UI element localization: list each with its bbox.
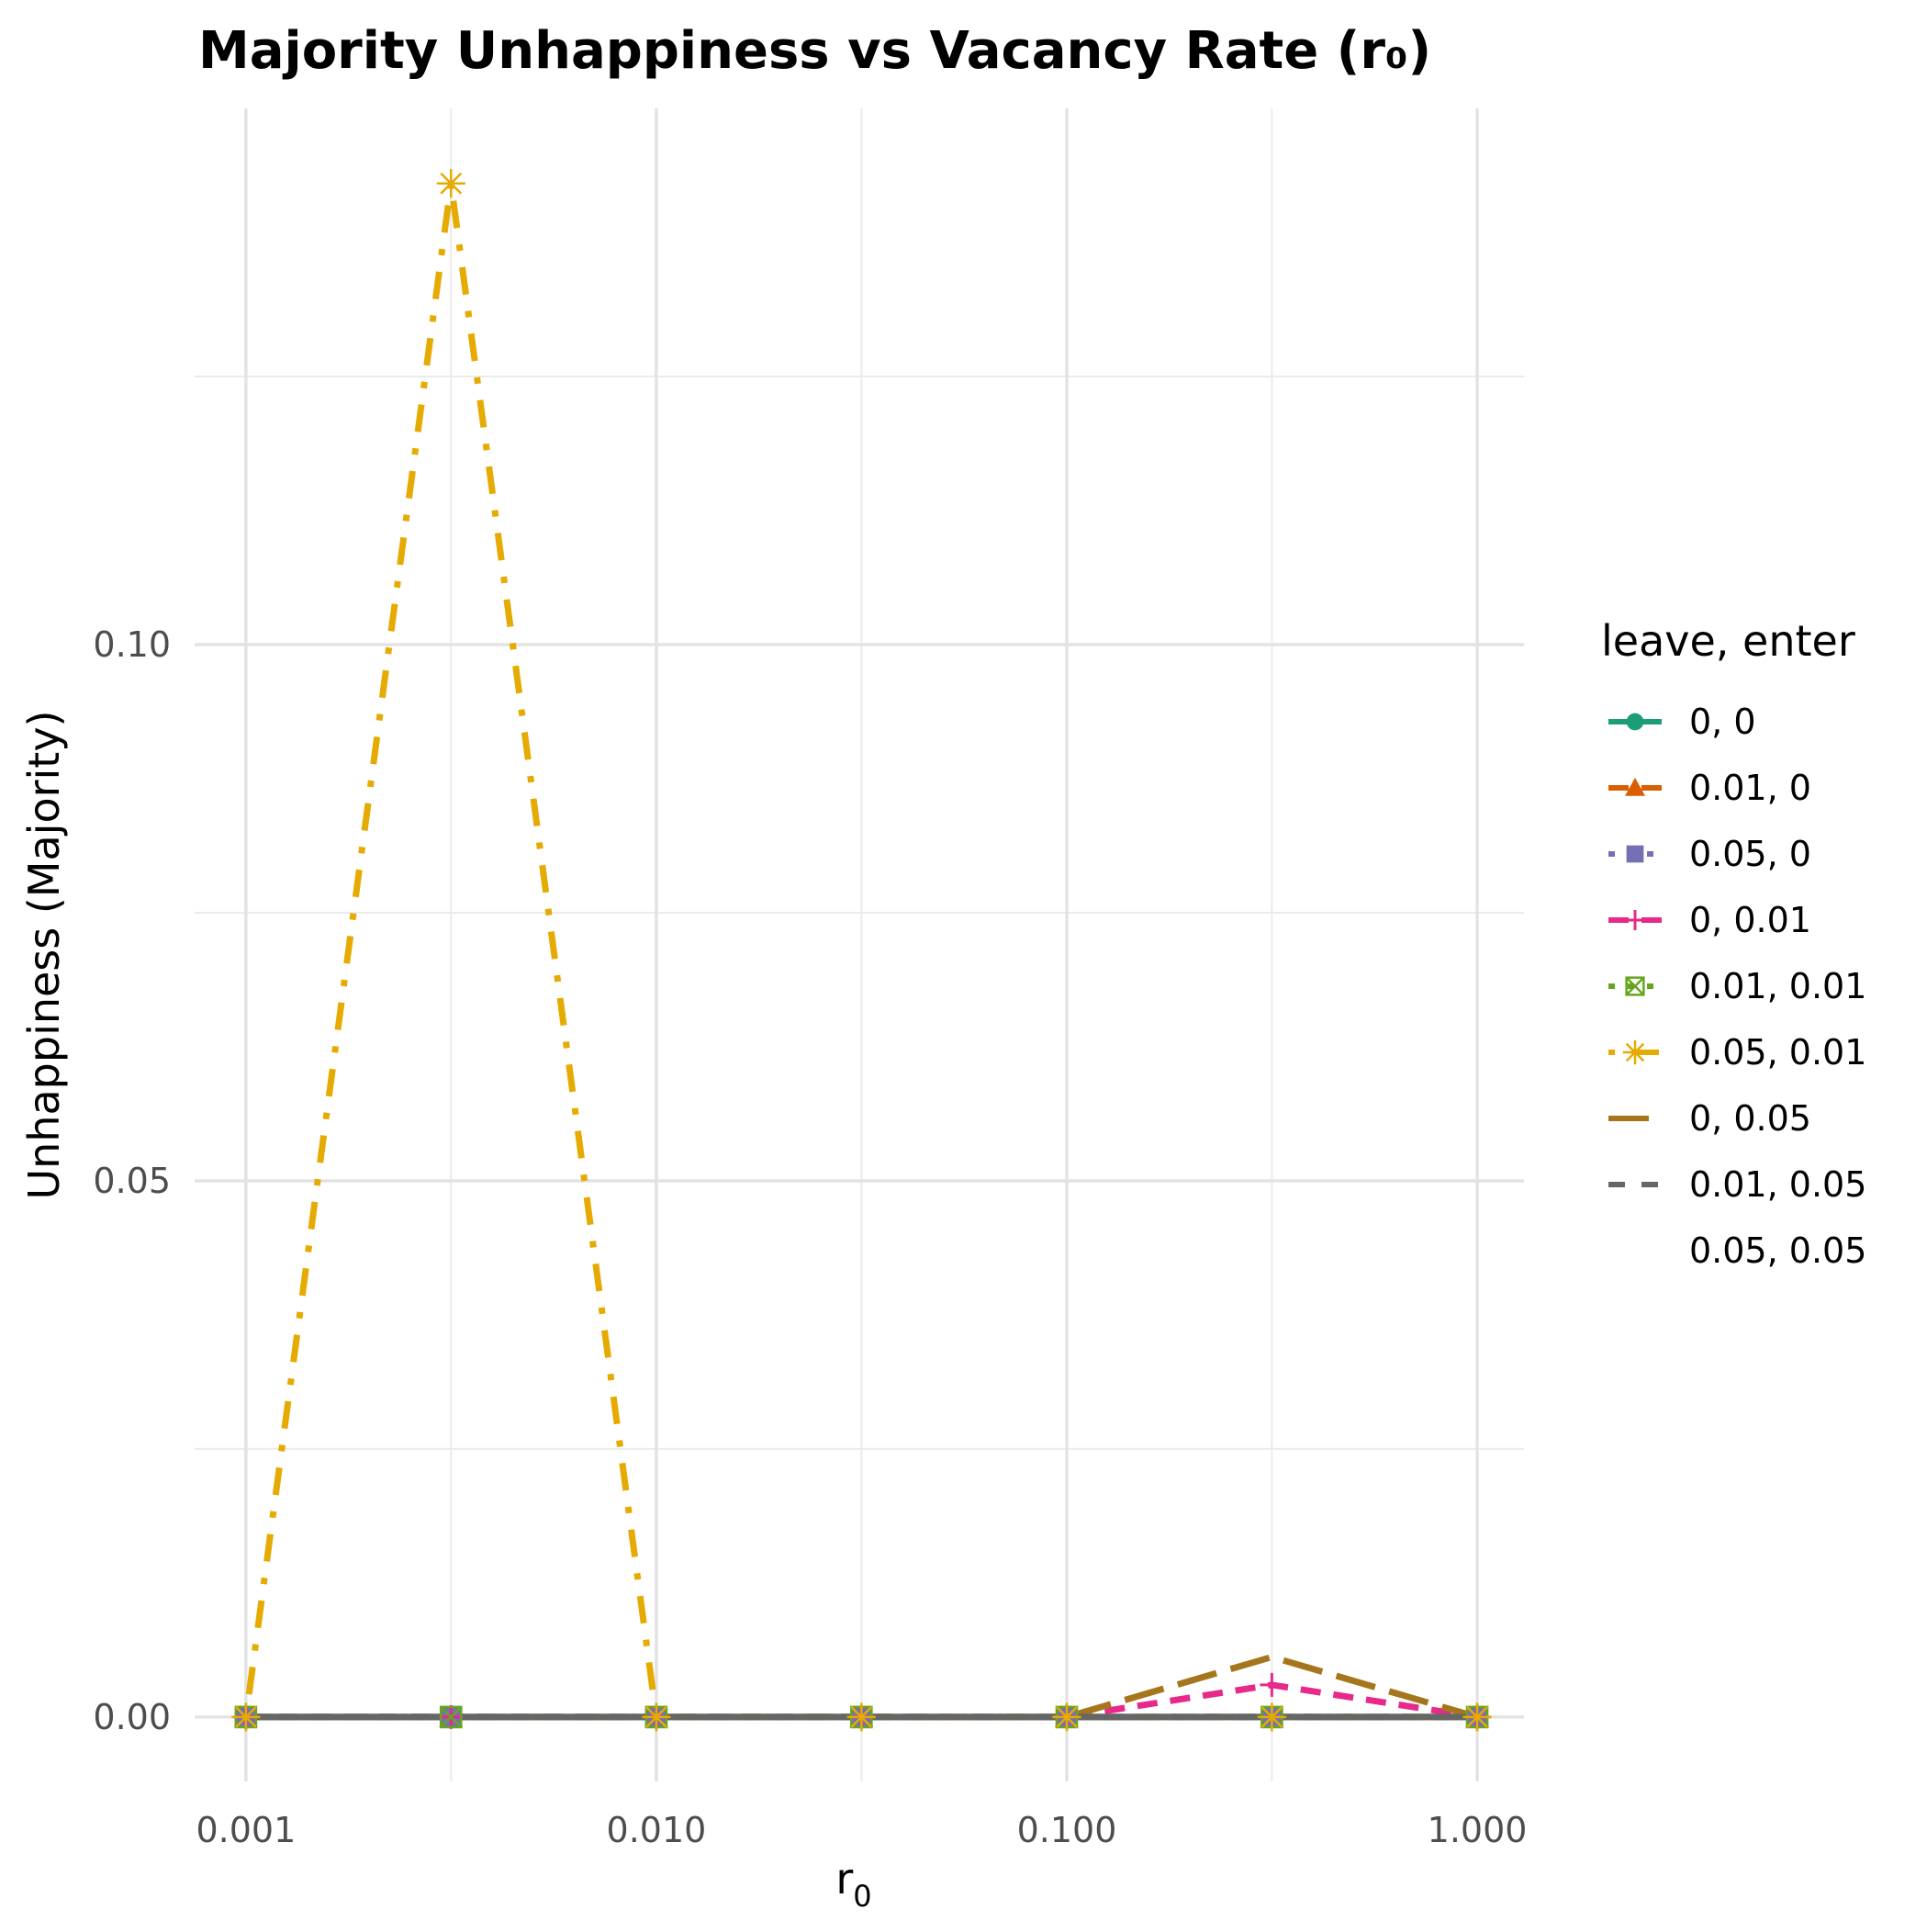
y-axis-label: Unhappiness (Majority) bbox=[19, 711, 69, 1200]
legend-title: leave, enter bbox=[1601, 616, 1855, 666]
marker-asterisk bbox=[1462, 1702, 1492, 1732]
marker-asterisk bbox=[1052, 1702, 1081, 1732]
legend-label: 0, 0.05 bbox=[1689, 1098, 1811, 1139]
marker-triangle bbox=[1625, 778, 1645, 796]
axes: 0.001 0.010 0.100 1.000 0.00 0.05 0.10 bbox=[93, 624, 1527, 1850]
x-axis-label-base: r bbox=[835, 1854, 853, 1904]
legend-label: 0, 0.01 bbox=[1689, 900, 1811, 940]
marker-plus bbox=[1260, 1672, 1284, 1697]
x-tick-label: 1.000 bbox=[1428, 1810, 1528, 1850]
legend: leave, enter 0, 0 0.01, 0 0.05, 0 0, 0.01 0.… bbox=[1601, 616, 1866, 1271]
marker-boxcross bbox=[439, 1705, 463, 1729]
y-tick-label: 0.00 bbox=[93, 1697, 171, 1737]
legend-item: 0.01, 0.05 bbox=[1608, 1164, 1866, 1205]
legend-label: 0.01, 0.05 bbox=[1689, 1164, 1866, 1205]
x-tick-label: 0.100 bbox=[1017, 1810, 1117, 1850]
marker-square bbox=[1626, 845, 1644, 863]
legend-label: 0.01, 0 bbox=[1689, 768, 1811, 808]
marker-boxcross bbox=[1625, 976, 1645, 996]
legend-item: 0.01, 0.01 bbox=[1608, 966, 1866, 1006]
y-tick-label: 0.05 bbox=[93, 1161, 171, 1201]
y-tick-label: 0.10 bbox=[93, 624, 171, 665]
legend-label: 0.05, 0.01 bbox=[1689, 1032, 1866, 1073]
legend-item: 0.05, 0.05 bbox=[1689, 1230, 1866, 1271]
x-tick-label: 0.001 bbox=[196, 1810, 296, 1850]
marker-plus bbox=[1625, 910, 1645, 930]
marker-circle bbox=[1626, 713, 1644, 731]
series-markers bbox=[231, 169, 1492, 1732]
legend-label: 0, 0 bbox=[1689, 702, 1756, 742]
marker-asterisk bbox=[1622, 1039, 1648, 1065]
legend-label: 0.05, 0 bbox=[1689, 834, 1811, 874]
legend-item: 0, 0 bbox=[1608, 702, 1756, 742]
legend-label: 0.05, 0.05 bbox=[1689, 1230, 1866, 1271]
x-tick-label: 0.010 bbox=[607, 1810, 707, 1850]
marker-asterisk bbox=[231, 1702, 261, 1732]
legend-item: 0, 0.05 bbox=[1608, 1098, 1811, 1139]
x-axis-label-subscript: 0 bbox=[853, 1879, 871, 1914]
marker-asterisk bbox=[436, 169, 465, 198]
legend-item: 0.01, 0 bbox=[1608, 768, 1811, 808]
chart-title: Majority Unhappiness vs Vacancy Rate (r₀… bbox=[198, 21, 1431, 81]
legend-item: 0, 0.01 bbox=[1608, 900, 1811, 940]
marker-asterisk bbox=[846, 1702, 876, 1732]
marker-asterisk bbox=[642, 1702, 671, 1732]
legend-item: 0.05, 0 bbox=[1608, 834, 1811, 874]
marker-asterisk bbox=[1257, 1702, 1286, 1732]
legend-label: 0.01, 0.01 bbox=[1689, 966, 1866, 1006]
x-axis-label: r0 bbox=[835, 1854, 871, 1914]
legend-item: 0.05, 0.01 bbox=[1608, 1032, 1866, 1073]
